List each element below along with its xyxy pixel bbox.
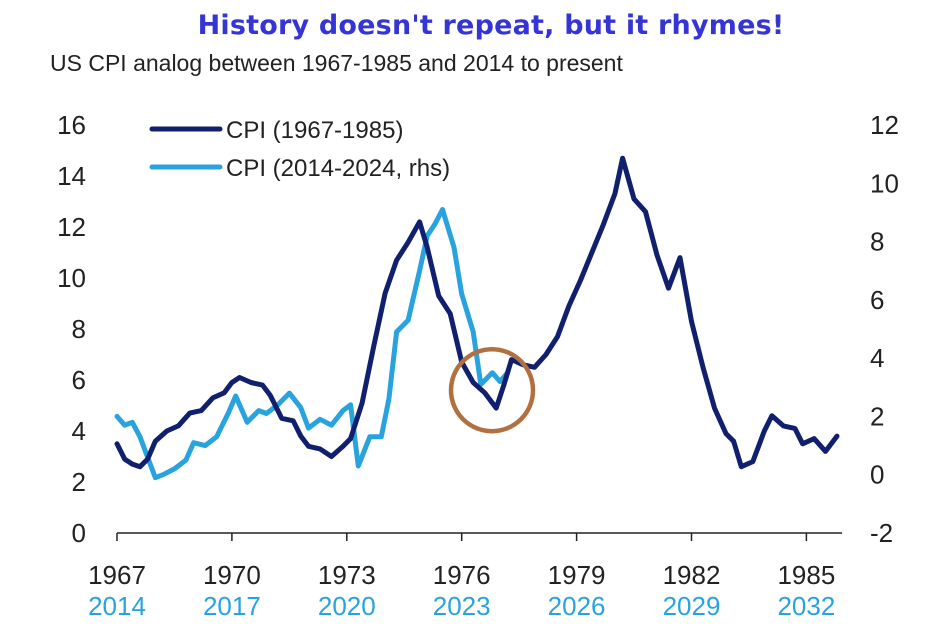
y-left-tick-label: 10 (57, 263, 86, 293)
x-secondary-tick-label: 2020 (318, 591, 376, 621)
y-left-tick-label: 14 (57, 161, 86, 191)
y-right-tick-label: 10 (870, 168, 899, 198)
x-primary-tick-label: 1967 (88, 560, 146, 590)
y-left-tick-label: 2 (72, 467, 86, 497)
highlight-circle (448, 346, 536, 434)
legend-label: CPI (2014-2024, rhs) (226, 155, 450, 182)
y-left-tick-label: 6 (72, 365, 86, 395)
x-primary-tick-label: 1973 (318, 560, 376, 590)
x-primary-tick-label: 1985 (777, 560, 835, 590)
y-right-tick-label: -2 (870, 518, 893, 548)
x-primary-tick-label: 1979 (548, 560, 606, 590)
x-secondary-tick-label: 2032 (777, 591, 835, 621)
y-right-tick-label: 12 (870, 110, 899, 140)
legend-label: CPI (1967-1985) (226, 117, 403, 144)
y-right-tick-label: 4 (870, 343, 884, 373)
x-secondary-tick-label: 2023 (433, 591, 491, 621)
y-right-tick-label: 0 (870, 460, 884, 490)
series-line-cpi-2014-2024 (114, 207, 511, 481)
y-left-tick-label: 4 (72, 416, 86, 446)
x-secondary-tick-label: 2014 (88, 591, 146, 621)
x-primary-tick-label: 1970 (203, 560, 261, 590)
x-primary-tick-label: 1982 (663, 560, 721, 590)
x-secondary-tick-label: 2017 (203, 591, 261, 621)
y-left-tick-label: 8 (72, 314, 86, 344)
series-line-cpi-1967-1985 (114, 155, 840, 470)
y-left-tick-label: 16 (57, 110, 86, 140)
y-left-tick-label: 12 (57, 212, 86, 242)
x-secondary-tick-label: 2026 (548, 591, 606, 621)
y-left-tick-label: 0 (72, 518, 86, 548)
chart-subtitle: US CPI analog between 1967-1985 and 2014… (50, 50, 623, 76)
y-right-tick-label: 8 (870, 227, 884, 257)
x-secondary-tick-label: 2029 (663, 591, 721, 621)
y-right-tick-label: 6 (870, 285, 884, 315)
y-right-tick-label: 2 (870, 401, 884, 431)
chart-title: History doesn't repeat, but it rhymes! (197, 10, 785, 41)
x-primary-tick-label: 1976 (433, 560, 491, 590)
